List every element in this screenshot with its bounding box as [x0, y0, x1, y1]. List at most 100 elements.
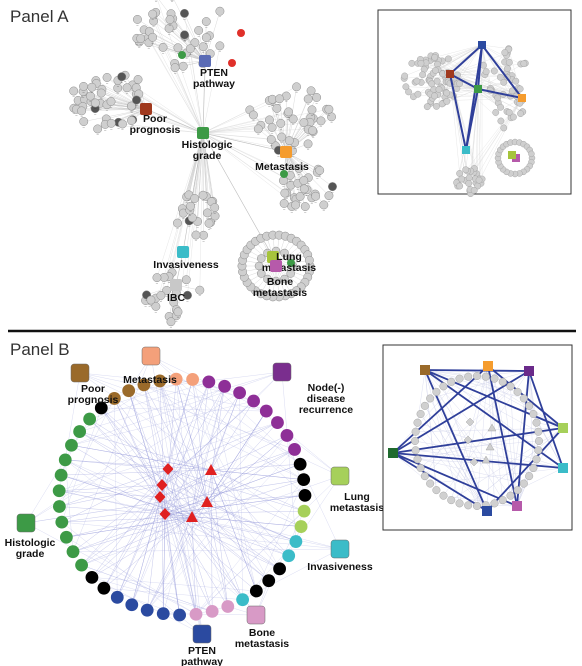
inset-node — [529, 409, 538, 418]
gene-node — [106, 118, 116, 128]
gene-node-label: ─ — [294, 90, 298, 94]
inset-hub-edge — [486, 427, 564, 512]
hub-edge — [182, 132, 204, 253]
network-edge — [59, 484, 163, 491]
network-edge — [163, 386, 225, 614]
gene-node-label: ─ — [284, 100, 288, 104]
inset-node — [408, 59, 416, 67]
gene-node-label: ─ — [325, 113, 329, 117]
network-edge — [206, 501, 228, 607]
gene-node — [190, 194, 200, 203]
hub-bone-marker — [270, 260, 282, 272]
gene-node-label: ─ — [161, 51, 165, 55]
network-edge — [202, 132, 296, 206]
network-edge — [132, 84, 204, 134]
gene-node-label: ─ — [105, 81, 109, 85]
inset-center-node — [465, 417, 475, 427]
hub-pten-marker — [192, 624, 212, 644]
gene-node-label: ─ — [147, 46, 151, 50]
gene-node-label: ─ — [270, 104, 274, 108]
ring-gene-node — [65, 438, 78, 452]
network-edge — [159, 386, 225, 498]
network-edge — [65, 459, 289, 556]
gene-node-label: ─ — [81, 90, 85, 94]
inset-hub-marker — [483, 361, 493, 371]
ring-gene-node — [73, 425, 87, 438]
gene-node-label: ─ — [129, 110, 133, 114]
gene-node-label: ─ — [142, 33, 146, 37]
inset-hub-edge — [449, 44, 483, 75]
gene-node-label: ─ — [303, 210, 307, 214]
gene-node-label: ─ — [116, 126, 120, 130]
inset-node — [413, 418, 422, 427]
inset-node — [455, 499, 464, 508]
network-edge — [285, 151, 333, 187]
gene-node — [152, 273, 162, 283]
inset-node — [420, 401, 429, 410]
network-edge — [81, 468, 169, 566]
center-gene-triangle — [201, 496, 213, 507]
network-edge — [192, 379, 208, 503]
inset-edge — [449, 73, 460, 174]
ring-gene-node — [236, 593, 250, 607]
gene-node-label: ─ — [306, 181, 310, 185]
inset-node — [512, 77, 520, 85]
panel-b-title: Panel B — [10, 340, 70, 359]
gene-node — [186, 201, 196, 211]
network-edge — [101, 407, 193, 518]
inset-edge — [446, 88, 479, 102]
hub-poor-label: Poor prognosis — [130, 113, 181, 136]
network-edge — [159, 380, 208, 503]
inset-node — [500, 124, 508, 132]
network-edge — [164, 392, 240, 515]
inset-edge — [451, 427, 564, 501]
gene-node-label: ─ — [280, 141, 284, 145]
gene-node — [195, 285, 205, 295]
network-edge — [81, 564, 213, 612]
inset-edge — [437, 44, 483, 95]
inset-edge — [449, 73, 466, 181]
gene-node-label: ─ — [144, 298, 148, 302]
inset-hub-marker — [482, 506, 492, 516]
gene-node — [117, 119, 127, 129]
network-edge — [167, 468, 243, 600]
gene-node-label: ─ — [302, 126, 306, 130]
gene-node-label: ─ — [149, 304, 153, 308]
network-edge — [59, 422, 278, 491]
gene-node-label: ─ — [96, 132, 100, 136]
gene-node — [156, 290, 166, 300]
gene-node-label: ─ — [294, 209, 298, 213]
inset-edge — [429, 398, 488, 512]
gene-node-label: ─ — [305, 193, 309, 197]
network-edge — [147, 38, 204, 134]
gene-node-label: ─ — [93, 106, 97, 110]
network-edge — [164, 513, 213, 612]
panel-a-inset-network — [400, 41, 536, 197]
gene-node-label: ─ — [298, 200, 302, 204]
inset-node — [456, 182, 464, 190]
network-edge — [159, 380, 269, 581]
inset-node — [419, 71, 426, 79]
gene-node-label: ─ — [135, 23, 139, 27]
hub-edge — [143, 384, 203, 635]
network-edge — [210, 469, 213, 612]
inset-node — [500, 78, 508, 86]
gene-node — [202, 208, 212, 218]
network-edge — [202, 45, 221, 134]
gene-node — [286, 269, 295, 278]
inset-edge — [433, 44, 483, 74]
gene-node-label: ─ — [276, 154, 280, 158]
gene-node-label: ─ — [176, 51, 180, 55]
network-edge — [210, 469, 305, 512]
gene-node-label: ─ — [105, 108, 109, 112]
gene-node — [181, 275, 191, 285]
gene-node-label: ─ — [181, 217, 185, 221]
inset-node — [456, 80, 463, 88]
gene-node-label: ─ — [99, 97, 103, 101]
inset-hub-edge — [424, 369, 530, 372]
inset-edge — [487, 365, 495, 504]
gene-node-label: ─ — [270, 131, 274, 135]
hub-poor-label: Poor prognosis — [68, 383, 119, 406]
ring-gene-node — [233, 386, 247, 400]
